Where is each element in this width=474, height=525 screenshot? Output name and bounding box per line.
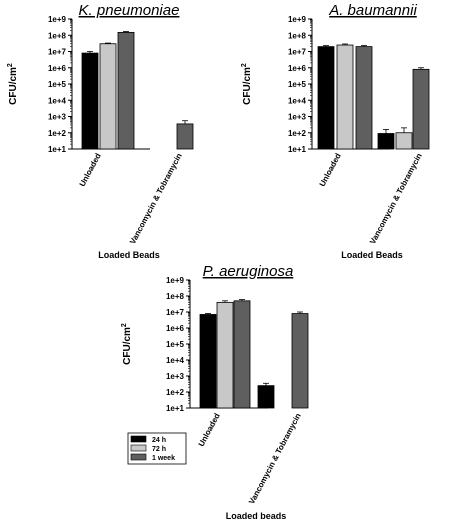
x-axis-label: Loaded Beads bbox=[341, 250, 403, 260]
y-axis-label-text: CFU/cm bbox=[8, 67, 19, 105]
y-tick-label: 1e+8 bbox=[288, 31, 307, 40]
y-axis-label-superscript: 2 bbox=[7, 63, 14, 67]
category-label: Vancomycin & Tobramycin bbox=[128, 152, 184, 246]
y-axis-label-superscript: 2 bbox=[241, 63, 248, 67]
chart-title: P. aeruginosa bbox=[203, 263, 294, 280]
bar bbox=[395, 132, 413, 150]
chart-title: K. pneumoniae bbox=[79, 2, 180, 19]
y-tick-label: 1e+2 bbox=[166, 388, 185, 397]
y-axis-label-text: CFU/cm bbox=[242, 67, 253, 105]
legend-label: 72 h bbox=[152, 446, 166, 453]
bar bbox=[412, 68, 430, 150]
x-axis-label: Loaded Beads bbox=[98, 250, 160, 260]
y-tick-label: 1e+5 bbox=[48, 80, 67, 89]
y-tick-label: 1e+7 bbox=[48, 48, 67, 57]
y-tick-label: 1e+8 bbox=[48, 31, 67, 40]
y-tick-label: 1e+3 bbox=[166, 372, 185, 381]
y-axis-label-superscript: 2 bbox=[121, 323, 128, 327]
bar bbox=[99, 43, 117, 150]
bar bbox=[81, 52, 99, 150]
legend-swatch bbox=[130, 435, 147, 443]
y-tick-label: 1e+2 bbox=[48, 129, 67, 138]
category-label: Unloaded bbox=[318, 152, 343, 189]
chart-1: K. pneumoniae 1e+1 1e+2 1e+3 1e+4 1e+5 1e+6 1e+… bbox=[7, 2, 194, 260]
y-tick-label: 1e+9 bbox=[166, 276, 185, 285]
y-tick-label: 1e+7 bbox=[166, 308, 185, 317]
y-tick-label: 1e+4 bbox=[48, 96, 67, 105]
chart-title: A. baumannii bbox=[328, 2, 417, 19]
x-axis-label: Loaded beads bbox=[226, 511, 287, 521]
y-tick-label: 1e+3 bbox=[288, 113, 307, 122]
legend: 24 h 72 h 1 week bbox=[127, 432, 187, 465]
y-tick-label: 1e+2 bbox=[288, 129, 307, 138]
y-axis-label: CFU/cm2 bbox=[241, 63, 253, 105]
y-tick-label: 1e+9 bbox=[48, 15, 67, 24]
y-tick-label: 1e+1 bbox=[288, 145, 307, 154]
y-tick-label: 1e+3 bbox=[48, 113, 67, 122]
y-tick-label: 1e+6 bbox=[48, 64, 67, 73]
bar bbox=[176, 123, 194, 150]
y-tick-label: 1e+8 bbox=[166, 292, 185, 301]
bar bbox=[117, 31, 135, 150]
legend-swatch bbox=[130, 444, 147, 452]
y-tick-label: 1e+5 bbox=[166, 340, 185, 349]
bar bbox=[355, 46, 373, 150]
category-label: Unloaded bbox=[78, 152, 103, 189]
y-tick-label: 1e+1 bbox=[166, 404, 185, 413]
bar bbox=[317, 46, 335, 150]
bar bbox=[199, 314, 217, 409]
y-tick-label: 1e+1 bbox=[48, 145, 67, 154]
bar bbox=[216, 301, 234, 409]
y-tick-label: 1e+4 bbox=[288, 96, 307, 105]
category-label: Unloaded bbox=[197, 412, 222, 449]
y-tick-label: 1e+6 bbox=[166, 324, 185, 333]
category-label: Vancomycin & Tobramycin bbox=[368, 152, 424, 246]
y-tick-label: 1e+6 bbox=[288, 64, 307, 73]
y-axis-label: CFU/cm2 bbox=[7, 63, 19, 105]
y-axis-label: CFU/cm2 bbox=[121, 323, 133, 365]
chart-2: A. baumannii 1e+1 1e+2 1e+3 1e+4 1e+5 1e+6 1e+7… bbox=[241, 2, 430, 260]
y-tick-label: 1e+7 bbox=[288, 48, 307, 57]
legend-label: 24 h bbox=[152, 437, 166, 444]
y-tick-label: 1e+4 bbox=[166, 356, 185, 365]
bar bbox=[291, 313, 309, 409]
bar bbox=[233, 300, 251, 409]
legend-swatch bbox=[130, 453, 147, 461]
y-axis-label-text: CFU/cm bbox=[122, 327, 133, 365]
bar bbox=[336, 44, 354, 150]
chart-3: P. aeruginosa 1e+1 1e+2 1e+3 1e+4 1e+5 1e+6 1e+… bbox=[121, 263, 309, 521]
category-label: Vancomycin & Tobramycin bbox=[247, 412, 303, 506]
y-tick-label: 1e+9 bbox=[288, 15, 307, 24]
y-tick-label: 1e+5 bbox=[288, 80, 307, 89]
bar bbox=[377, 133, 395, 150]
bar bbox=[257, 385, 275, 409]
legend-label: 1 week bbox=[152, 455, 175, 462]
